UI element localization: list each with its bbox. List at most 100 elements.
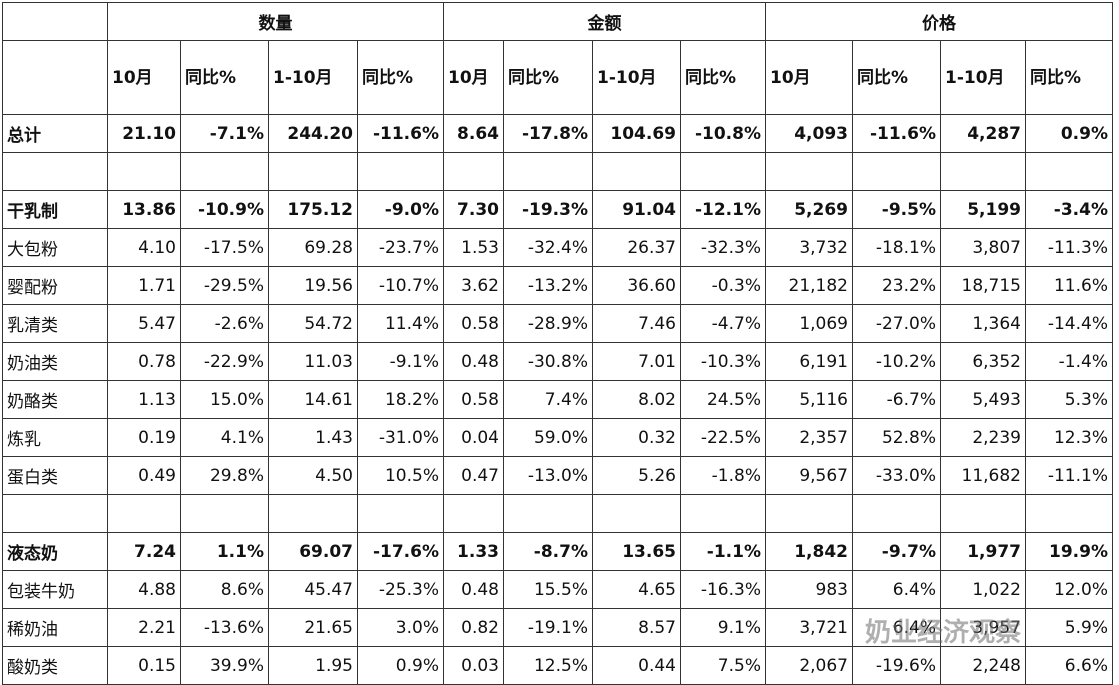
- cell: 54.72: [268, 304, 358, 343]
- cell: 1.71: [107, 266, 181, 305]
- cell: -0.3%: [680, 266, 766, 305]
- group-header: 价格: [765, 2, 1113, 41]
- cell: 7.46: [592, 304, 681, 343]
- cell: 11,682: [940, 456, 1026, 495]
- cell: -8.7%: [503, 532, 593, 571]
- empty-cell: [852, 152, 941, 191]
- cell: -27.0%: [852, 304, 941, 343]
- cell: -4.7%: [680, 304, 766, 343]
- cell: -10.3%: [680, 342, 766, 381]
- cell: -16.3%: [680, 570, 766, 609]
- empty-cell: [443, 494, 504, 533]
- subheader: 同比%: [1025, 40, 1113, 115]
- cell: -11.6%: [852, 114, 941, 153]
- cell: 1.33: [443, 532, 504, 571]
- empty-cell: [680, 494, 766, 533]
- empty-cell: [503, 494, 593, 533]
- row-label: 奶油类: [2, 342, 108, 381]
- cell: -13.0%: [503, 456, 593, 495]
- row-label: 乳清类: [2, 304, 108, 343]
- cell: 6.4%: [852, 608, 941, 647]
- cell: -22.9%: [180, 342, 269, 381]
- cell: 0.48: [443, 570, 504, 609]
- cell: 6.4%: [852, 570, 941, 609]
- cell: 2,248: [940, 646, 1026, 685]
- cell: 14.61: [268, 380, 358, 419]
- empty-cell: [180, 152, 269, 191]
- data-row: 大包粉 4.10 -17.5% 69.28 -23.7% 1.53 -32.4% 26.37-…: [2, 228, 1113, 267]
- cell: 1,069: [765, 304, 853, 343]
- empty-cell: [443, 152, 504, 191]
- cell: -17.8%: [503, 114, 593, 153]
- cell: 3,807: [940, 228, 1026, 267]
- cell: 983: [765, 570, 853, 609]
- cell: 0.03: [443, 646, 504, 685]
- cell: 2,357: [765, 418, 853, 457]
- empty-cell: [852, 494, 941, 533]
- cell: 0.82: [443, 608, 504, 647]
- cell: 39.9%: [180, 646, 269, 685]
- empty-cell: [268, 494, 358, 533]
- empty-cell: [765, 152, 853, 191]
- empty-cell: [503, 152, 593, 191]
- cell: -11.1%: [1025, 456, 1113, 495]
- cell: 3,721: [765, 608, 853, 647]
- data-row: 稀奶油 2.21 -13.6% 21.65 3.0% 0.82 -19.1% 8.57 9.1%…: [2, 608, 1113, 647]
- cell: -25.3%: [357, 570, 444, 609]
- cell: 1.95: [268, 646, 358, 685]
- header-row: 数量 金额 价格: [2, 2, 1113, 41]
- cell: 2.21: [107, 608, 181, 647]
- cell: 0.49: [107, 456, 181, 495]
- cell: -28.9%: [503, 304, 593, 343]
- cell: 6.6%: [1025, 646, 1113, 685]
- cell: -1.1%: [680, 532, 766, 571]
- cell: -14.4%: [1025, 304, 1113, 343]
- cell: -9.7%: [852, 532, 941, 571]
- row-label: 稀奶油: [2, 608, 108, 647]
- cell: -9.5%: [852, 190, 941, 229]
- cell: -9.1%: [357, 342, 444, 381]
- cell: 21.65: [268, 608, 358, 647]
- cell: 0.48: [443, 342, 504, 381]
- subheader: 同比%: [852, 40, 941, 115]
- cell: 11.03: [268, 342, 358, 381]
- spacer-row: [2, 152, 1113, 191]
- empty-cell: [357, 152, 444, 191]
- cell: -31.0%: [357, 418, 444, 457]
- cell: -33.0%: [852, 456, 941, 495]
- row-label: 总计: [2, 114, 108, 153]
- cell: -32.4%: [503, 228, 593, 267]
- cell: 0.78: [107, 342, 181, 381]
- row-label: 酸奶类: [2, 646, 108, 685]
- cell: 7.24: [107, 532, 181, 571]
- group-header: 数量: [107, 2, 444, 41]
- cell: -18.1%: [852, 228, 941, 267]
- subheader: 10月: [443, 40, 504, 115]
- cell: 0.47: [443, 456, 504, 495]
- cell: -11.6%: [357, 114, 444, 153]
- cell: 21,182: [765, 266, 853, 305]
- cell: 29.8%: [180, 456, 269, 495]
- cell: 5.47: [107, 304, 181, 343]
- cell: 24.5%: [680, 380, 766, 419]
- subheader: 10月: [107, 40, 181, 115]
- cell: 4,093: [765, 114, 853, 153]
- row-label: 奶酪类: [2, 380, 108, 419]
- empty-cell: [2, 494, 108, 533]
- cell: 1,364: [940, 304, 1026, 343]
- cell: 5.26: [592, 456, 681, 495]
- cell: -30.8%: [503, 342, 593, 381]
- empty-cell: [107, 152, 181, 191]
- cell: -17.5%: [180, 228, 269, 267]
- cell: 59.0%: [503, 418, 593, 457]
- cell: 4.1%: [180, 418, 269, 457]
- cell: 26.37: [592, 228, 681, 267]
- row-label: 包装牛奶: [2, 570, 108, 609]
- empty-cell: [592, 152, 681, 191]
- cell: 69.28: [268, 228, 358, 267]
- cell: 23.2%: [852, 266, 941, 305]
- cell: 0.9%: [1025, 114, 1113, 153]
- subheader: 1-10月: [940, 40, 1026, 115]
- corner-cell: [2, 40, 108, 115]
